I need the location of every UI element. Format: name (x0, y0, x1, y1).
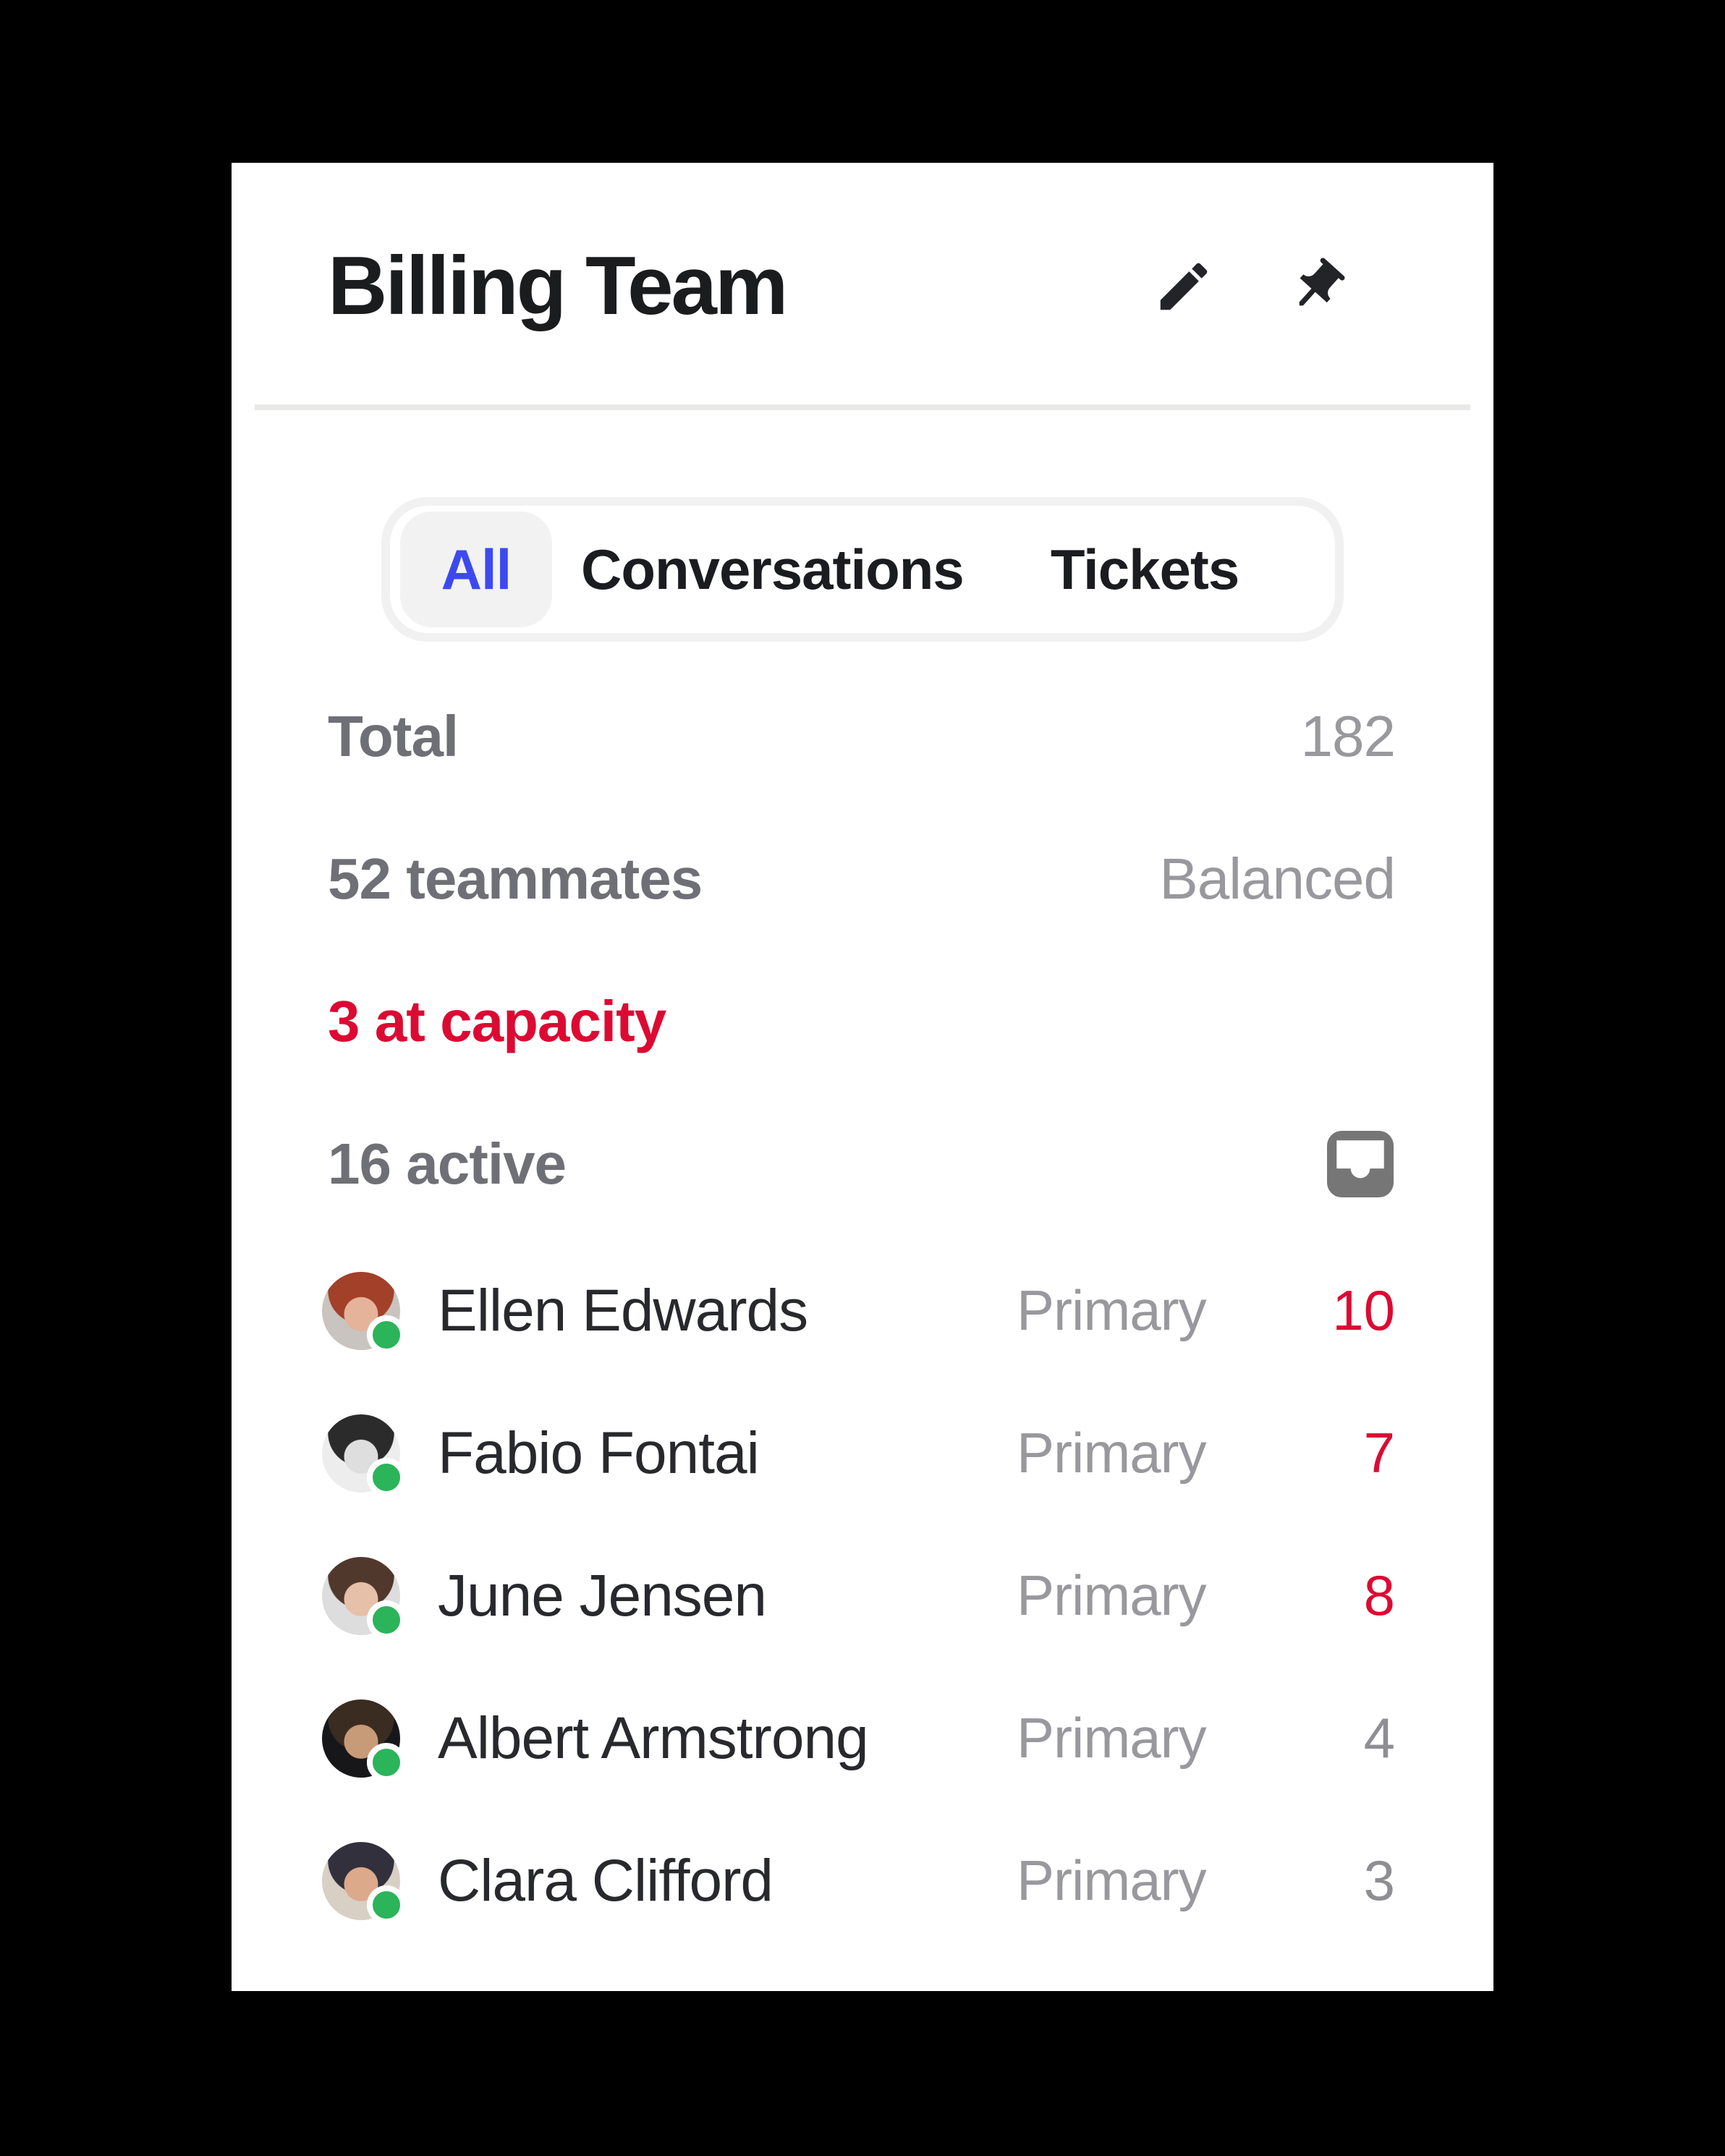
stat-label: 16 active (328, 1131, 567, 1196)
inbox-icon (1327, 1130, 1394, 1197)
stat-label: 52 teammates (328, 846, 703, 911)
teammate-row[interactable]: Ellen Edwards Primary 10 (322, 1239, 1395, 1382)
teammate-role: Primary (1017, 1563, 1207, 1627)
tab-tickets[interactable]: Tickets (1050, 537, 1239, 601)
tab-conversations[interactable]: Conversations (581, 537, 965, 601)
online-status-dot (367, 1742, 406, 1782)
teammate-count: 7 (1363, 1421, 1395, 1485)
online-status-dot (367, 1457, 406, 1497)
online-status-dot (367, 1315, 406, 1354)
teammate-count: 8 (1363, 1563, 1395, 1627)
avatar (322, 1271, 406, 1354)
stat-row-at-capacity: 3 at capacity (328, 950, 1395, 1092)
pushpin-icon (1273, 242, 1360, 330)
filter-tabbar: All Conversations Tickets (381, 497, 1344, 642)
teammate-name: Clara Clifford (438, 1847, 774, 1914)
tab-all[interactable]: All (400, 512, 552, 627)
card-header: Billing Team (232, 163, 1493, 338)
teammate-role: Primary (1017, 1706, 1207, 1770)
stat-row-teammates: 52 teammates Balanced (328, 807, 1396, 950)
inbox-button[interactable] (1326, 1129, 1395, 1199)
teammate-row[interactable]: Albert Armstrong Primary 4 (322, 1667, 1395, 1809)
teammate-role: Primary (1017, 1421, 1207, 1485)
avatar (322, 1556, 406, 1639)
stat-label: 3 at capacity (328, 988, 666, 1053)
teammate-count: 4 (1363, 1706, 1395, 1770)
teammate-row[interactable]: Fabio Fontai Primary 7 (322, 1382, 1395, 1524)
avatar (322, 1414, 406, 1497)
online-status-dot (367, 1885, 406, 1924)
team-stats: Total 182 52 teammates Balanced 3 at cap… (232, 665, 1493, 1235)
online-status-dot (367, 1600, 406, 1639)
teammate-name: Albert Armstrong (438, 1705, 869, 1771)
stat-value: Balanced (1159, 846, 1396, 911)
teammate-list: Ellen Edwards Primary 10 Fabio Fontai Pr… (232, 1239, 1493, 1952)
teammate-count: 10 (1332, 1278, 1395, 1342)
teammate-role: Primary (1017, 1849, 1207, 1912)
edit-team-button[interactable] (1152, 255, 1216, 318)
header-actions (1152, 255, 1349, 318)
page-title: Billing Team (328, 240, 788, 332)
avatar (322, 1699, 406, 1782)
teammate-name: June Jensen (438, 1562, 767, 1629)
teammate-row[interactable]: Clara Clifford Primary 3 (322, 1809, 1395, 1952)
stat-row-total: Total 182 (328, 665, 1396, 807)
teammate-row[interactable]: June Jensen Primary 8 (322, 1524, 1395, 1667)
teammate-count: 3 (1363, 1849, 1395, 1912)
billing-team-card: Billing Team All Conversations Tickets T… (232, 163, 1493, 1991)
teammate-role: Primary (1017, 1278, 1207, 1342)
pencil-icon (1153, 255, 1215, 318)
pin-team-button[interactable] (1285, 255, 1349, 318)
teammate-name: Ellen Edwards (438, 1277, 808, 1344)
header-divider (255, 404, 1470, 410)
avatar (322, 1841, 406, 1924)
teammate-name: Fabio Fontai (438, 1419, 760, 1486)
stat-label: Total (328, 703, 459, 768)
stat-row-active: 16 active (328, 1092, 1395, 1235)
stat-value: 182 (1300, 703, 1396, 768)
